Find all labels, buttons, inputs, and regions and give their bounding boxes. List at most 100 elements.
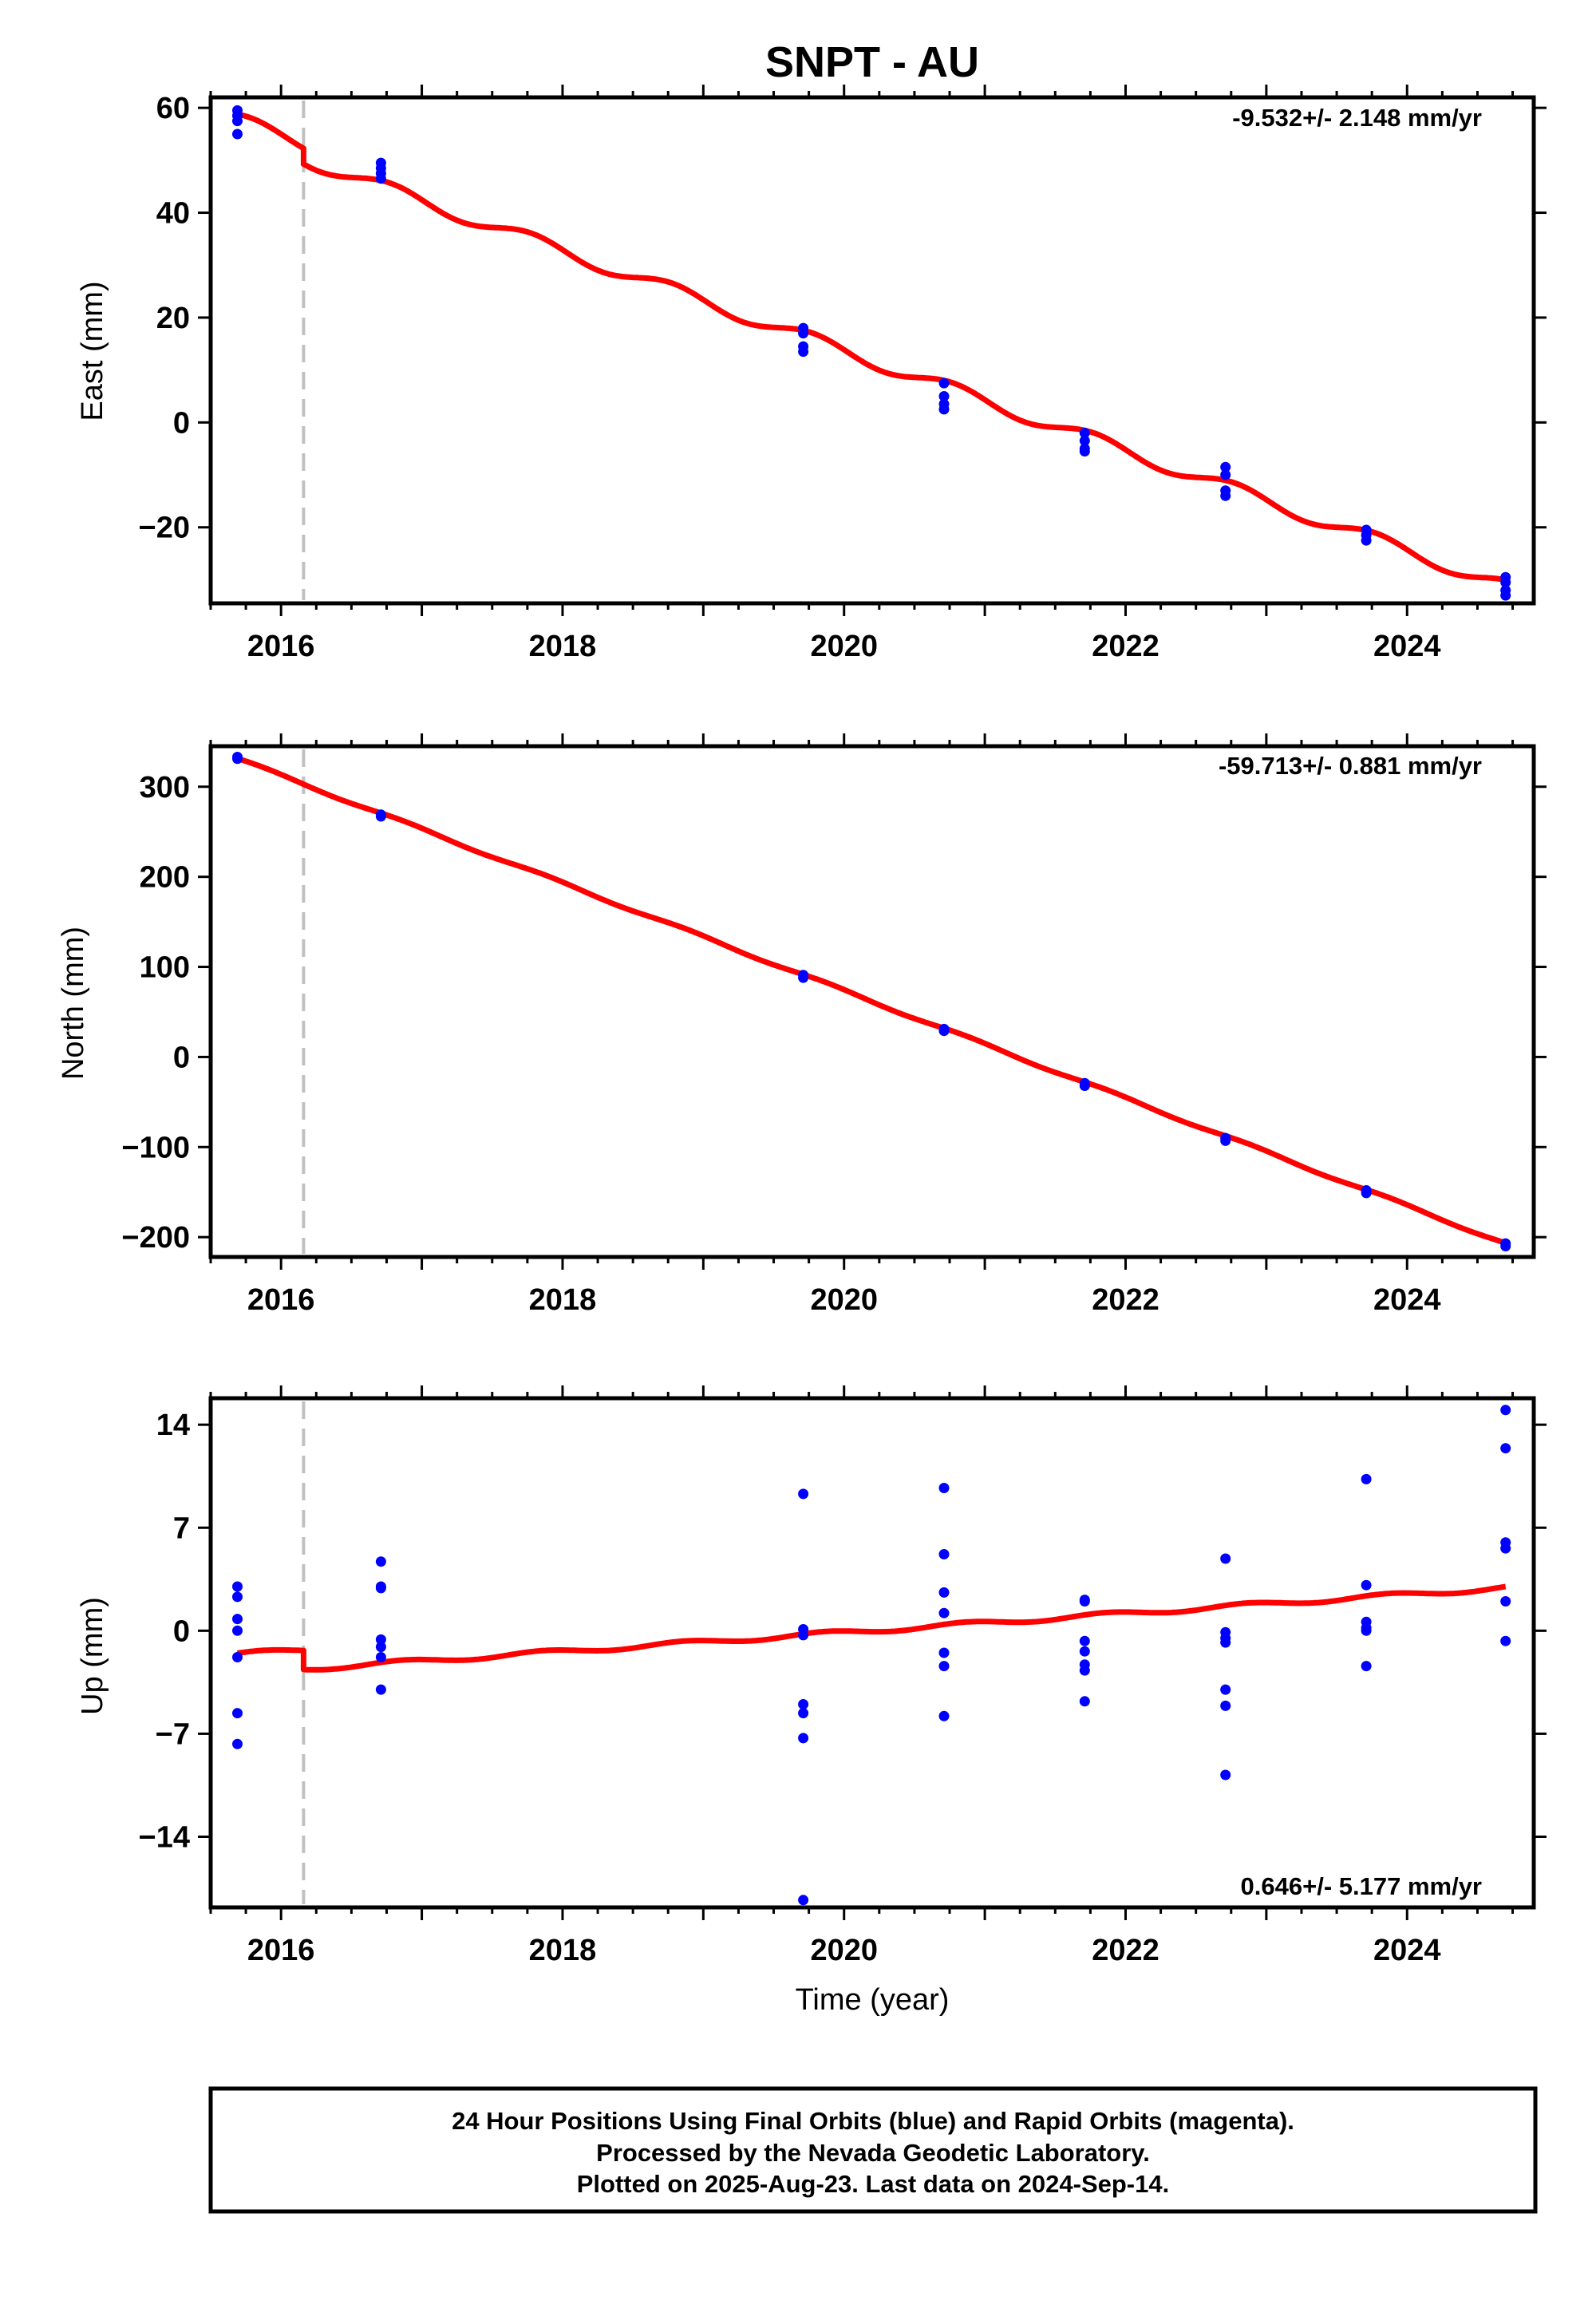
up-point-38 (1220, 1637, 1231, 1648)
footer-line-3: Plotted on 2025-Aug-23. Last data on 202… (577, 2170, 1169, 2198)
east-point-17 (1079, 435, 1090, 446)
north-rate-annotation: -59.713+/- 0.881 mm/yr (1219, 752, 1482, 780)
up-rate-annotation: 0.646+/- 5.177 mm/yr (1241, 1872, 1482, 1900)
up-point-19 (798, 1733, 809, 1744)
north-point-1 (232, 753, 243, 765)
up-xtick-label-2: 2020 (810, 1934, 878, 1967)
up-point-33 (1079, 1665, 1090, 1676)
up-point-39 (1220, 1684, 1231, 1695)
north-ytick-label-3: 100 (140, 951, 190, 985)
up-xtick-label-1: 2018 (529, 1934, 597, 1967)
east-ytick-label-3: 40 (156, 197, 190, 231)
north-point-5 (798, 972, 809, 983)
east-rate-annotation: -9.532+/- 2.148 mm/yr (1232, 104, 1482, 132)
north-point-13 (1361, 1188, 1372, 1199)
up-frame (208, 1396, 1536, 1910)
east-xtick-label-2: 2020 (810, 630, 878, 663)
east-point-28 (1500, 577, 1511, 588)
up-point-1 (232, 1591, 243, 1603)
figure-title: SNPT - AU (765, 38, 979, 86)
north-ytick-label-4: 200 (140, 861, 190, 895)
up-ytick-label-1: −7 (156, 1717, 190, 1751)
up-point-11 (375, 1642, 386, 1653)
up-point-0 (232, 1581, 243, 1592)
up-xtick-label-0: 2016 (247, 1934, 315, 1967)
north-y-axis-label: North (mm) (57, 927, 90, 1080)
up-point-10 (375, 1634, 386, 1645)
north-point-15 (1500, 1241, 1511, 1251)
north-xtick-label-1: 2018 (529, 1283, 597, 1317)
north-ytick-label-2: 0 (173, 1041, 190, 1074)
up-ytick-label-0: −14 (139, 1820, 190, 1854)
east-point-16 (1079, 428, 1090, 438)
up-point-41 (1220, 1769, 1231, 1780)
up-point-7 (375, 1556, 386, 1567)
footer-frame (208, 2086, 1538, 2214)
east-y-axis-label: East (mm) (76, 281, 109, 421)
north-xtick-label-4: 2024 (1373, 1283, 1441, 1317)
up-point-31 (1079, 1646, 1090, 1657)
up-fit-line (236, 1583, 1507, 1673)
east-point-3 (232, 128, 243, 140)
up-xtick-label-3: 2022 (1092, 1934, 1159, 1967)
east-xtick-label-1: 2018 (529, 630, 597, 663)
up-point-25 (938, 1647, 950, 1658)
east-ytick-label-2: 20 (156, 302, 190, 335)
up-ytick-label-4: 14 (156, 1409, 190, 1442)
up-point-20 (798, 1895, 809, 1906)
up-point-40 (1220, 1700, 1231, 1711)
east-point-19 (1079, 446, 1090, 456)
north-fit-line (236, 755, 1507, 1246)
x-axis-label: Time (year) (796, 1983, 950, 2017)
up-point-3 (232, 1625, 243, 1636)
east-point-15 (938, 404, 950, 415)
north-point-9 (1079, 1081, 1090, 1091)
up-point-2 (232, 1614, 243, 1625)
east-ytick-label-1: 0 (173, 406, 190, 440)
north-frame (208, 744, 1536, 1259)
north-point-7 (938, 1026, 950, 1037)
east-fit-line (236, 111, 1507, 583)
up-point-14 (798, 1488, 809, 1500)
up-ytick-label-3: 7 (173, 1512, 190, 1545)
up-point-4 (232, 1652, 243, 1662)
up-point-13 (375, 1684, 386, 1695)
north-ytick-label-5: 300 (140, 771, 190, 804)
east-point-21 (1220, 469, 1231, 480)
east-point-26 (1361, 535, 1372, 546)
up-point-35 (1220, 1553, 1231, 1564)
east-point-30 (1500, 590, 1511, 601)
up-point-26 (938, 1661, 950, 1672)
up-point-17 (798, 1699, 809, 1709)
up-point-53 (1500, 1635, 1511, 1646)
up-point-5 (232, 1708, 243, 1719)
up-point-51 (1500, 1543, 1511, 1554)
up-point-49 (1500, 1443, 1511, 1454)
east-point-9 (798, 328, 809, 339)
up-point-23 (938, 1587, 950, 1598)
east-point-2 (232, 116, 243, 127)
up-point-24 (938, 1607, 950, 1618)
up-point-43 (1361, 1579, 1372, 1591)
up-y-axis-label: Up (mm) (76, 1597, 109, 1715)
up-point-42 (1361, 1473, 1372, 1484)
footer-line-1: 24 Hour Positions Using Final Orbits (bl… (452, 2107, 1294, 2135)
north-xtick-label-2: 2020 (810, 1283, 878, 1317)
north-panel: North (mm) -59.713+/- 0.881 mm/yr −200 −1… (57, 733, 1547, 1317)
east-point-23 (1220, 490, 1231, 501)
north-ytick-label-0: −200 (121, 1221, 190, 1255)
north-xtick-label-0: 2016 (247, 1283, 315, 1317)
up-panel: Up (mm) 0.646+/- 5.177 mm/yr −14 −7 0 7 14 20… (76, 1385, 1547, 1967)
up-point-47 (1361, 1661, 1372, 1672)
up-point-18 (798, 1708, 809, 1719)
up-point-29 (1079, 1596, 1090, 1607)
north-point-11 (1220, 1135, 1231, 1146)
east-ytick-label-0: −20 (139, 512, 190, 545)
east-xtick-label-4: 2024 (1373, 630, 1441, 663)
east-ytick-label-4: 60 (156, 92, 190, 125)
east-point-20 (1220, 461, 1231, 472)
footer-box: 24 Hour Positions Using Final Orbits (bl… (208, 2086, 1538, 2214)
up-xtick-label-4: 2024 (1373, 1934, 1441, 1967)
east-point-13 (938, 391, 950, 401)
up-ytick-label-2: 0 (173, 1614, 190, 1648)
